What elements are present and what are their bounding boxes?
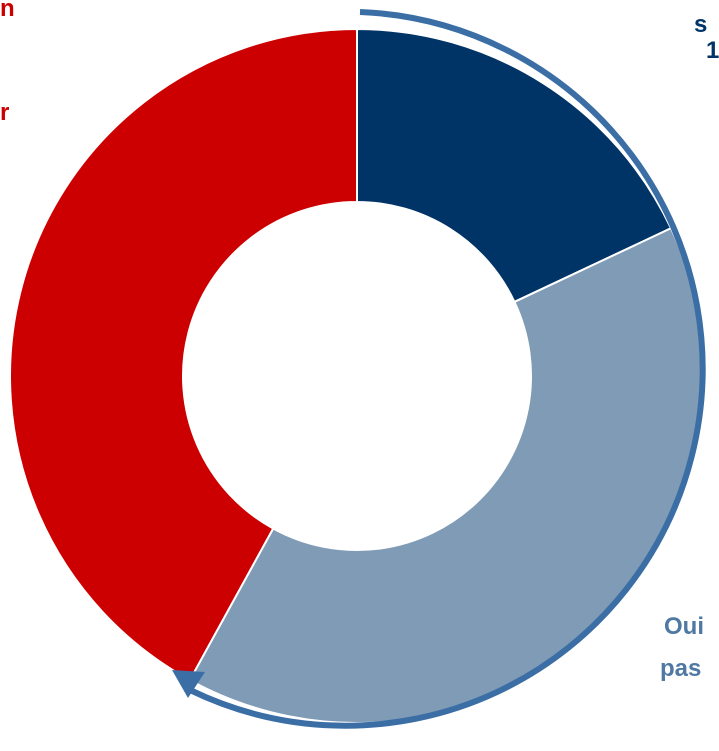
donut-slices	[9, 27, 705, 724]
label-top-left-line1: n	[0, 0, 15, 22]
label-top-left-line2: r	[0, 99, 9, 126]
label-top-right-line2: 1	[706, 37, 719, 64]
label-bottom-right-line1: Oui	[664, 613, 704, 640]
encircling-arrow	[188, 9, 706, 729]
label-top-right-line1: s	[694, 11, 707, 38]
label-bottom-right-line2: pas	[660, 655, 701, 682]
arrow-head-icon	[172, 670, 205, 698]
donut-slice-1	[356, 27, 673, 304]
donut-slice-3	[9, 27, 358, 682]
donut-slice-2	[188, 226, 705, 724]
